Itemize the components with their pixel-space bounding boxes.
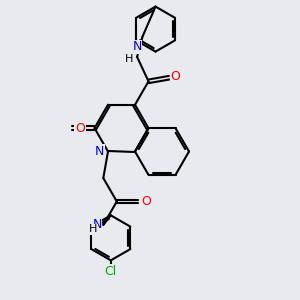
Text: N: N: [92, 218, 102, 231]
Text: O: O: [171, 70, 181, 83]
Text: N: N: [95, 145, 104, 158]
Text: H: H: [88, 224, 97, 234]
Text: N: N: [132, 40, 142, 53]
Text: O: O: [141, 195, 151, 208]
Text: H: H: [124, 54, 133, 64]
Text: O: O: [75, 122, 85, 135]
Text: Cl: Cl: [105, 265, 117, 278]
